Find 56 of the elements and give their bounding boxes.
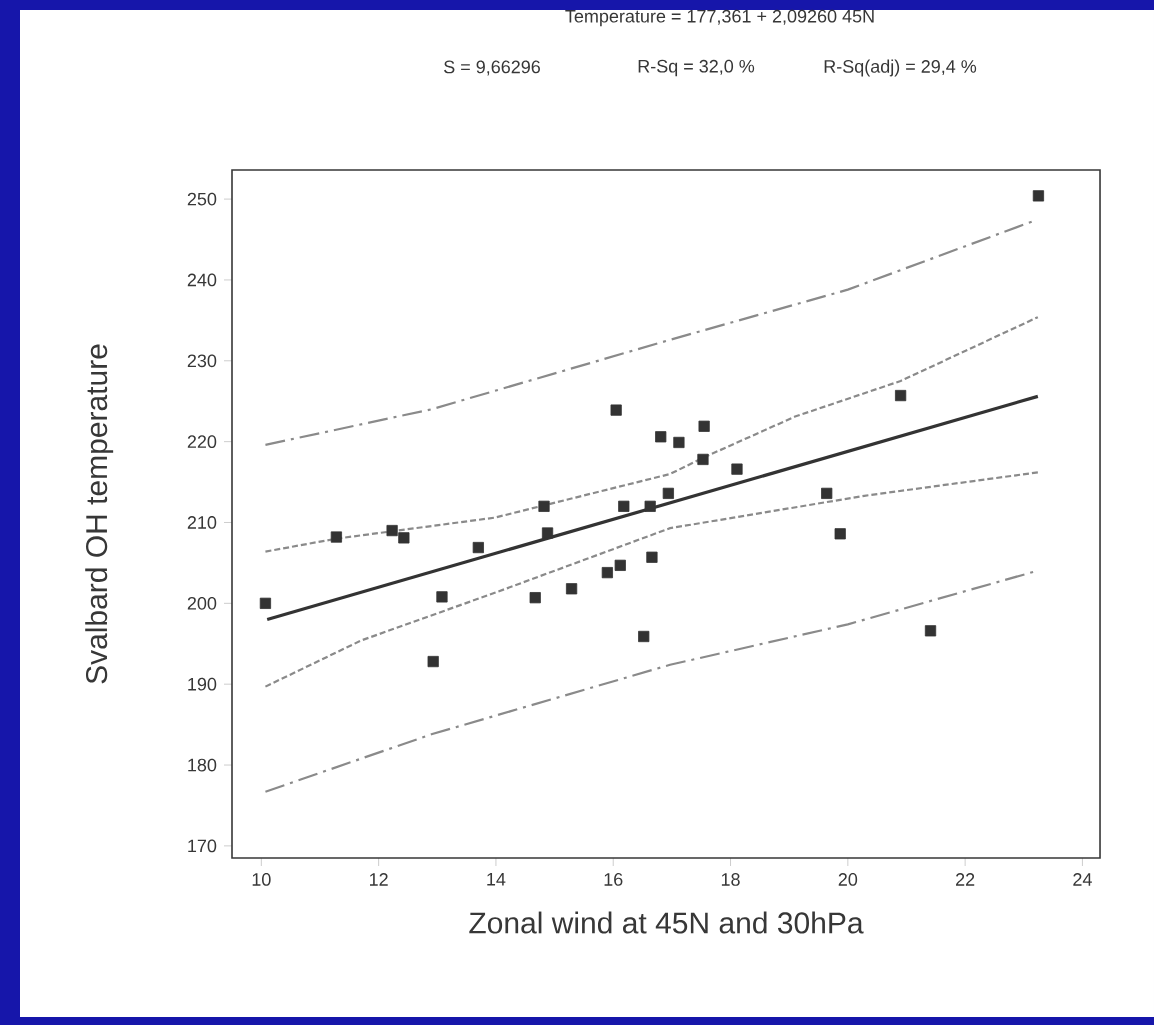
y-tick-label: 170 — [188, 839, 217, 853]
x-tick-label: 10 — [252, 873, 271, 886]
point — [834, 528, 846, 540]
point — [662, 487, 674, 499]
point — [610, 404, 622, 416]
y-tick-label: 180 — [188, 758, 217, 772]
line-series — [264, 570, 1035, 793]
point — [1032, 190, 1045, 202]
y-tick-label: 220 — [187, 435, 217, 449]
point — [436, 591, 448, 603]
point — [644, 500, 656, 512]
y-axis-title: Svalbard OH temperature — [85, 344, 114, 684]
point — [259, 597, 272, 609]
point — [655, 431, 667, 443]
x-axis-title: Zonal wind at 45N and 30hPa — [469, 911, 864, 934]
point — [618, 500, 630, 512]
point — [330, 531, 342, 543]
point — [529, 592, 541, 604]
text: R-Sq(adj) = 29,4 % — [824, 59, 977, 77]
x-tick-label: 20 — [838, 873, 858, 886]
line-series — [264, 471, 1039, 688]
y-tick-label: 190 — [188, 677, 217, 691]
x-tick-label: 24 — [1073, 873, 1092, 886]
y-tick-label: 200 — [187, 596, 217, 610]
x-tick-label: 12 — [370, 873, 388, 886]
x-tick-label: 16 — [604, 873, 623, 886]
x-tick-label: 22 — [956, 873, 975, 886]
chart-title: Temperature = 177,361 + 2,09260 45N — [565, 9, 874, 27]
point — [541, 527, 554, 539]
point — [565, 583, 578, 595]
line-series — [264, 219, 1035, 446]
point — [472, 541, 484, 554]
point — [398, 532, 410, 544]
point — [614, 559, 626, 571]
line-series — [264, 316, 1039, 553]
point — [698, 420, 710, 432]
point — [538, 500, 550, 512]
point — [601, 567, 613, 579]
y-tick-label: 250 — [187, 192, 217, 206]
point — [386, 524, 398, 537]
point — [697, 453, 709, 466]
text: S = 9,66296 — [444, 60, 540, 76]
y-tick-label: 240 — [187, 273, 217, 287]
point — [924, 625, 937, 637]
point — [427, 655, 439, 668]
x-tick-label: 14 — [487, 873, 506, 886]
point — [821, 487, 833, 499]
point — [673, 436, 685, 449]
point — [895, 389, 907, 402]
point — [731, 463, 743, 475]
y-tick-label: 230 — [187, 354, 217, 368]
text: R-Sq = 32,0 % — [638, 59, 755, 77]
point — [638, 630, 650, 643]
point — [646, 551, 658, 563]
y-tick-label: 210 — [187, 516, 217, 529]
x-tick-label: 18 — [721, 873, 740, 886]
